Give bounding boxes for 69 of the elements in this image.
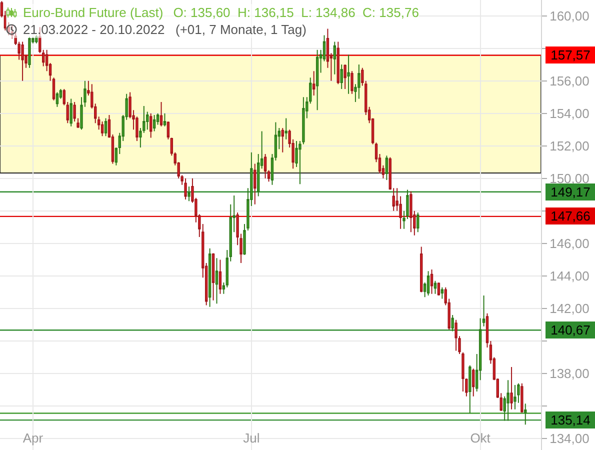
y-tick-label: 142,00 — [550, 301, 590, 316]
candlestick — [440, 286, 444, 300]
candlestick — [420, 246, 423, 293]
y-tick-label: 156,00 — [550, 73, 590, 88]
candlestick — [340, 64, 343, 90]
candlestick — [254, 163, 256, 205]
candlestick — [184, 178, 187, 200]
y-tick-label: 150,00 — [550, 170, 590, 186]
candlestick — [410, 190, 412, 233]
candlestick — [454, 319, 458, 352]
candlestick — [70, 98, 72, 127]
ref-line-label: 157,57 — [550, 48, 590, 62]
ref-line-label: 135,14 — [550, 412, 590, 428]
candlestick — [506, 380, 510, 422]
candlestick — [344, 64, 346, 90]
candlestick — [358, 64, 360, 100]
candlestick — [416, 212, 420, 233]
candlestick — [426, 270, 430, 296]
candlestick — [316, 49, 319, 111]
candlestick — [21, 41, 24, 82]
candlestick — [347, 54, 350, 94]
candlestick — [218, 259, 222, 294]
candlestick — [437, 282, 440, 296]
candlestick — [163, 112, 166, 127]
y-tick-label: 154,00 — [550, 106, 590, 121]
ref-line-label: 147,66 — [550, 208, 590, 224]
candlestick — [468, 364, 472, 414]
candlestick — [524, 403, 527, 426]
y-tick-label: 134,00 — [550, 431, 590, 446]
candlestick — [215, 258, 218, 304]
candlestick — [152, 114, 156, 132]
candlestick — [350, 70, 354, 94]
ref-line-label: 149,17 — [550, 184, 590, 200]
candlestick — [28, 36, 31, 68]
candlestick — [472, 368, 475, 397]
y-tick-label: 138,00 — [550, 366, 590, 382]
candlestick — [284, 118, 288, 140]
candlestick — [333, 41, 336, 75]
candlestick — [385, 155, 388, 181]
y-tick-label: 146,00 — [550, 236, 590, 252]
y-tick-label: 160,00 — [550, 8, 590, 24]
candlestick — [514, 384, 516, 410]
candlestick — [56, 92, 59, 108]
candlestick — [336, 41, 340, 85]
candlestick — [451, 314, 454, 332]
x-tick-label: Okt — [470, 430, 491, 446]
candlestick — [312, 70, 316, 96]
text: 21.03.2022 - 20.10.2022 (+01, 7 Monate, 1 Tag) — [23, 21, 306, 38]
annotation: O: 135,60 H: 136,15 L: 134,86 C: 135,76 — [173, 4, 419, 21]
candlestick — [166, 120, 170, 140]
x-tick-label: Jul — [243, 430, 260, 446]
candlestick — [208, 248, 212, 308]
candlestick — [212, 252, 215, 301]
candlestick — [510, 366, 513, 410]
y-tick-label: 152,00 — [550, 138, 590, 154]
candlestick — [434, 280, 437, 294]
candlestick — [188, 186, 190, 202]
candlestick — [104, 118, 108, 137]
x-tick-label: Apr — [22, 430, 44, 446]
candlestick — [281, 127, 284, 153]
candlestick — [150, 112, 152, 138]
candlestick — [100, 120, 104, 137]
ref-line-label: 140,67 — [550, 322, 590, 338]
candlestick — [264, 154, 267, 179]
candlestick — [160, 101, 163, 127]
candlestick — [430, 268, 434, 294]
y-tick-label: 144,00 — [550, 268, 590, 284]
chart-title: Euro-Bund Future (Last) — [23, 4, 164, 21]
candlestick — [520, 382, 524, 414]
